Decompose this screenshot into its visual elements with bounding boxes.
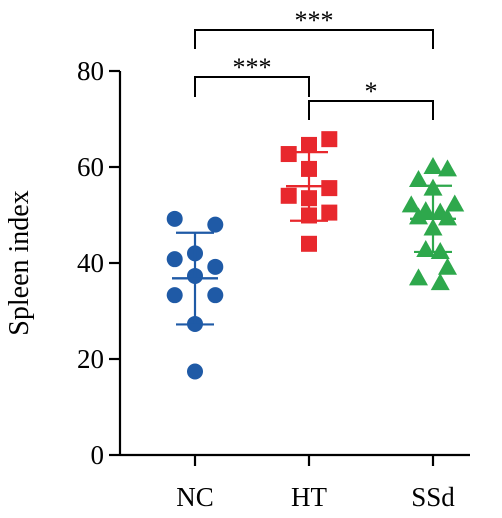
data-point-nc xyxy=(166,287,183,304)
significance-bracket xyxy=(308,100,434,120)
data-point-ssd xyxy=(438,159,457,177)
significance-bracket xyxy=(194,76,310,97)
data-point-ht xyxy=(301,136,317,153)
significance-label: * xyxy=(365,77,378,106)
y-tick-label: 60 xyxy=(77,152,104,182)
data-point-ssd xyxy=(409,169,428,187)
data-point-ssd xyxy=(438,208,457,226)
significance-label: *** xyxy=(233,53,272,82)
data-point-ht xyxy=(321,131,338,148)
data-point-ssd xyxy=(423,157,443,174)
data-point-nc xyxy=(166,210,183,227)
y-tick-label: 0 xyxy=(91,440,105,470)
significance-bracket xyxy=(194,29,434,49)
significance-label: *** xyxy=(295,6,334,35)
y-tick-label: 40 xyxy=(77,248,104,278)
data-point-ht xyxy=(280,187,297,204)
data-point-nc xyxy=(166,251,183,268)
data-point-ssd xyxy=(438,257,457,275)
data-points xyxy=(166,131,465,380)
data-point-ht xyxy=(280,146,297,163)
data-point-ssd xyxy=(430,273,450,291)
data-point-ht xyxy=(321,204,338,221)
y-tick-label: 20 xyxy=(77,344,104,374)
axes: 0 20 40 60 80 NC HT SSd Spleen index xyxy=(4,56,470,512)
data-point-nc xyxy=(207,287,224,304)
data-point-ssd xyxy=(445,194,465,212)
data-point-ssd xyxy=(409,207,428,225)
x-category-label: SSd xyxy=(411,482,455,512)
data-point-ssd xyxy=(409,268,428,286)
data-point-ht xyxy=(321,180,338,197)
significance-brackets: ******* xyxy=(194,6,434,120)
y-axis-label: Spleen index xyxy=(4,190,35,335)
data-point-nc xyxy=(187,363,203,380)
data-point-ssd xyxy=(401,195,421,213)
data-point-nc xyxy=(207,216,224,233)
data-point-ssd xyxy=(430,241,450,259)
y-tick-label: 80 xyxy=(77,56,104,86)
x-category-label: NC xyxy=(176,482,214,512)
error-bars xyxy=(172,151,456,326)
data-point-ht xyxy=(301,235,317,252)
data-point-nc xyxy=(207,258,224,275)
x-category-label: HT xyxy=(291,482,327,512)
